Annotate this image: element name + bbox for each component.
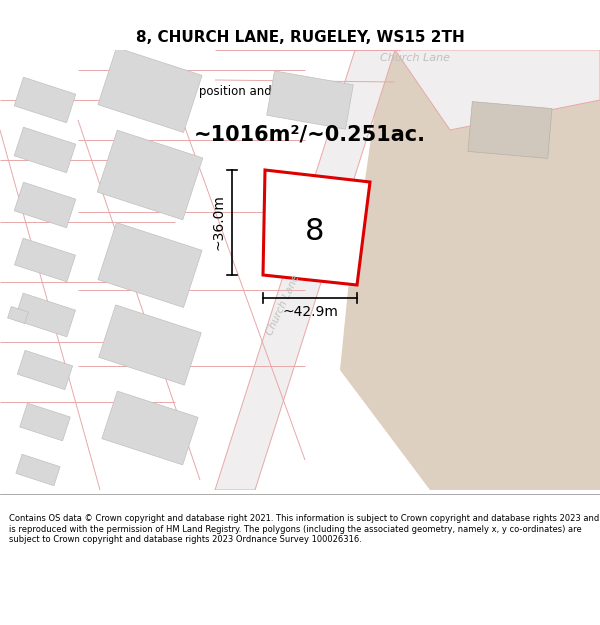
Polygon shape <box>20 403 70 441</box>
Polygon shape <box>267 71 353 129</box>
Polygon shape <box>14 127 76 172</box>
Polygon shape <box>99 305 201 385</box>
Text: ~42.9m: ~42.9m <box>282 305 338 319</box>
Text: 8, CHURCH LANE, RUGELEY, WS15 2TH: 8, CHURCH LANE, RUGELEY, WS15 2TH <box>136 30 464 45</box>
Polygon shape <box>355 50 600 130</box>
Polygon shape <box>17 351 73 389</box>
Polygon shape <box>14 293 76 337</box>
Text: ~36.0m: ~36.0m <box>211 194 225 251</box>
Text: Church Lane: Church Lane <box>380 53 450 63</box>
Polygon shape <box>102 391 198 465</box>
Polygon shape <box>8 306 28 324</box>
Text: Map shows position and indicative extent of the property.: Map shows position and indicative extent… <box>130 85 470 98</box>
Polygon shape <box>16 454 60 486</box>
Polygon shape <box>98 48 202 132</box>
Polygon shape <box>215 50 395 490</box>
Polygon shape <box>14 182 76 228</box>
Text: Church Lane: Church Lane <box>265 273 301 337</box>
Polygon shape <box>340 50 600 490</box>
Polygon shape <box>14 238 76 282</box>
Polygon shape <box>271 188 339 266</box>
Polygon shape <box>468 102 552 158</box>
Polygon shape <box>14 78 76 122</box>
Polygon shape <box>98 222 202 308</box>
Polygon shape <box>263 170 370 285</box>
Polygon shape <box>97 130 203 220</box>
Text: Contains OS data © Crown copyright and database right 2021. This information is : Contains OS data © Crown copyright and d… <box>9 514 599 544</box>
Text: 8: 8 <box>305 217 325 246</box>
Text: ~1016m²/~0.251ac.: ~1016m²/~0.251ac. <box>194 125 426 145</box>
